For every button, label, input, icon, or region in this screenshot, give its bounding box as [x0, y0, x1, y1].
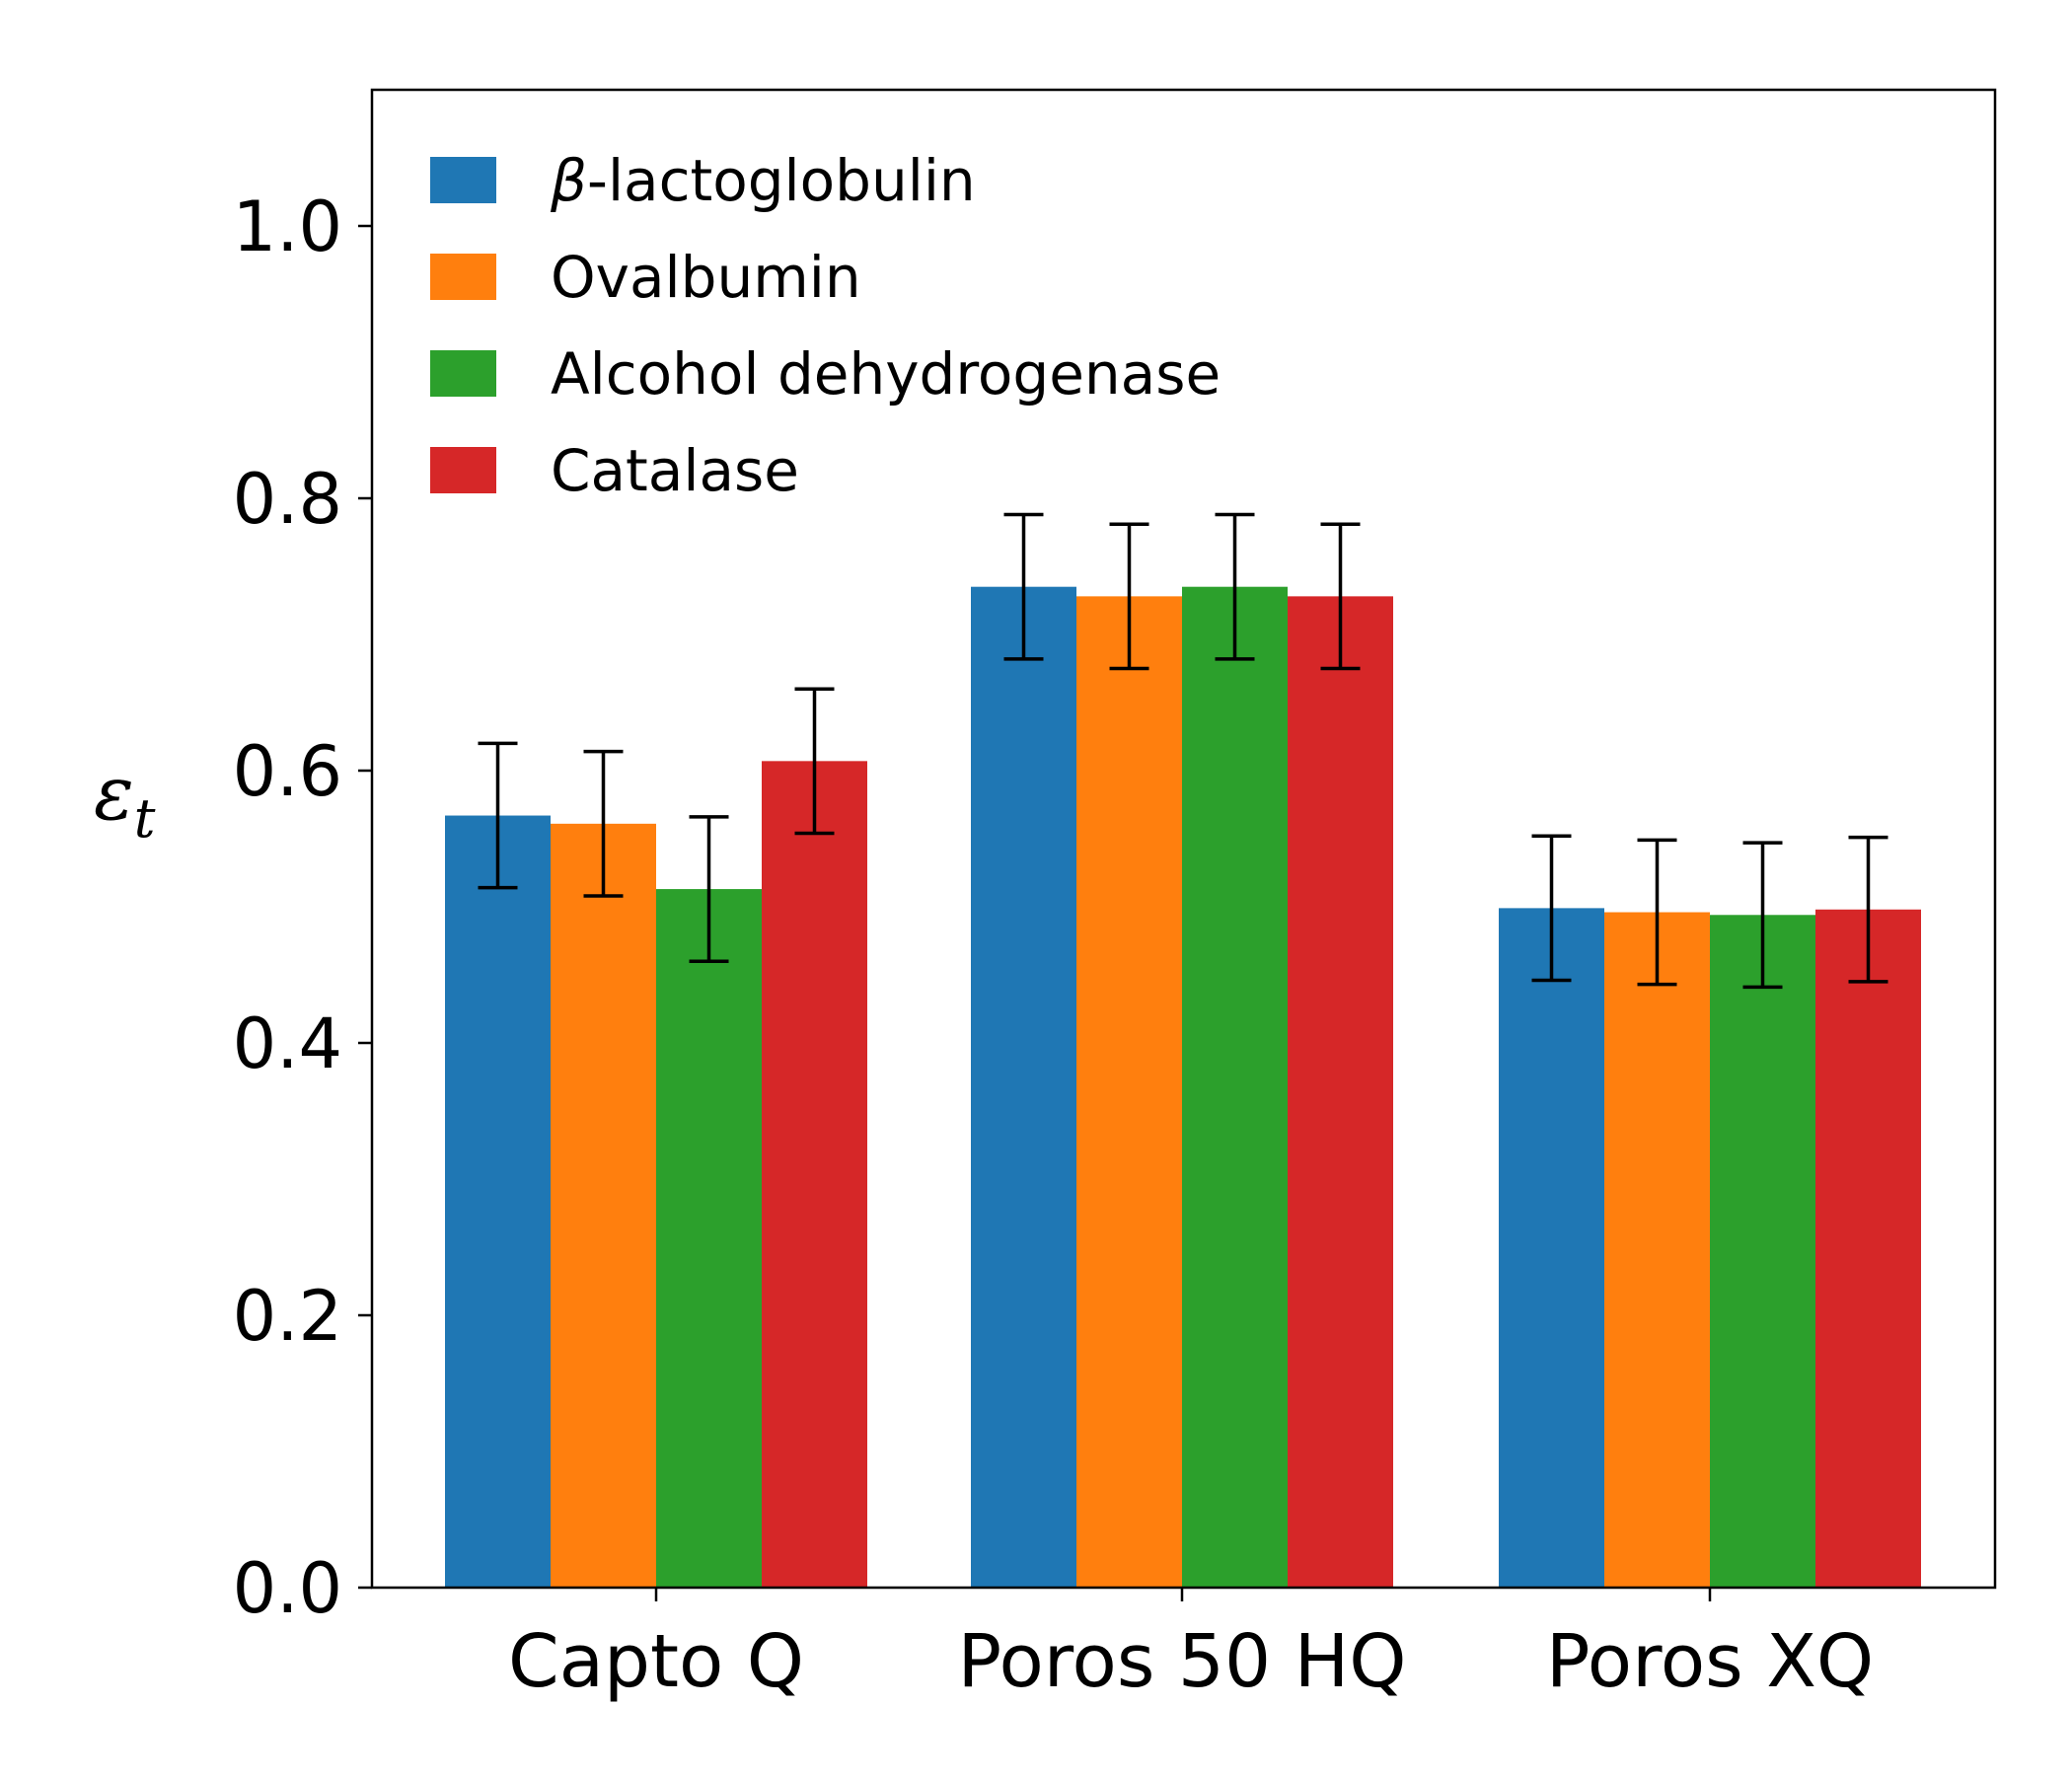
error-bar	[1003, 512, 1044, 661]
error-bar	[794, 687, 835, 836]
y-axis: 0.0 0.2 0.4 0.6 0.8 1.0	[233, 186, 372, 1629]
x-tick-label: Poros XQ	[1546, 1619, 1874, 1704]
x-tick-label: Capto Q	[508, 1619, 804, 1704]
bar	[656, 889, 762, 1588]
x-axis: Capto Q Poros 50 HQ Poros XQ	[508, 1588, 1874, 1704]
error-bar	[1742, 841, 1783, 990]
y-tick-label: 0.4	[233, 1003, 342, 1084]
y-tick-label: 0.6	[233, 731, 342, 812]
plot-frame	[370, 88, 1997, 1590]
error-bar	[1531, 834, 1572, 983]
bar	[762, 761, 867, 1588]
error-bar	[1215, 512, 1255, 661]
y-tick-label: 0.2	[233, 1276, 342, 1357]
bar	[1182, 586, 1288, 1588]
legend-swatch	[430, 157, 496, 203]
y-tick-label: 0.8	[233, 459, 342, 540]
legend-swatch	[430, 254, 496, 300]
error-bar	[583, 749, 624, 898]
bar	[1288, 596, 1393, 1588]
legend-label: Alcohol dehydrogenase	[551, 340, 1221, 408]
bar	[445, 815, 551, 1588]
error-bar	[689, 815, 729, 963]
error-bar	[1848, 835, 1888, 984]
bar	[1815, 909, 1921, 1588]
y-axis-label: εt	[94, 749, 156, 850]
bars-layer	[445, 586, 1921, 1588]
bar	[1604, 912, 1710, 1588]
error-bar	[1320, 522, 1361, 671]
legend-item: Alcohol dehydrogenase	[430, 340, 1221, 408]
error-bar	[478, 741, 518, 890]
y-tick-label: 1.0	[233, 186, 342, 267]
bar	[1499, 908, 1604, 1588]
bar	[971, 586, 1076, 1588]
bar	[1710, 915, 1815, 1588]
error-bar	[1637, 838, 1677, 987]
legend-label: β-lactoglobulin	[550, 147, 976, 214]
legend-label: Ovalbumin	[551, 244, 861, 311]
legend-item: Catalase	[430, 437, 799, 504]
legend-item: Ovalbumin	[430, 244, 861, 311]
bar	[551, 823, 656, 1588]
error-bars-layer	[478, 512, 1888, 990]
legend-swatch	[430, 447, 496, 493]
error-bar	[1109, 522, 1149, 671]
x-tick-label: Poros 50 HQ	[958, 1619, 1407, 1704]
legend-label: Catalase	[551, 437, 799, 504]
legend-item: β-lactoglobulin	[430, 147, 976, 214]
bar	[1076, 596, 1182, 1588]
legend: β-lactoglobulin Ovalbumin Alcohol dehydrog…	[430, 147, 1221, 504]
legend-swatch	[430, 350, 496, 397]
y-tick-label: 0.0	[233, 1548, 342, 1629]
